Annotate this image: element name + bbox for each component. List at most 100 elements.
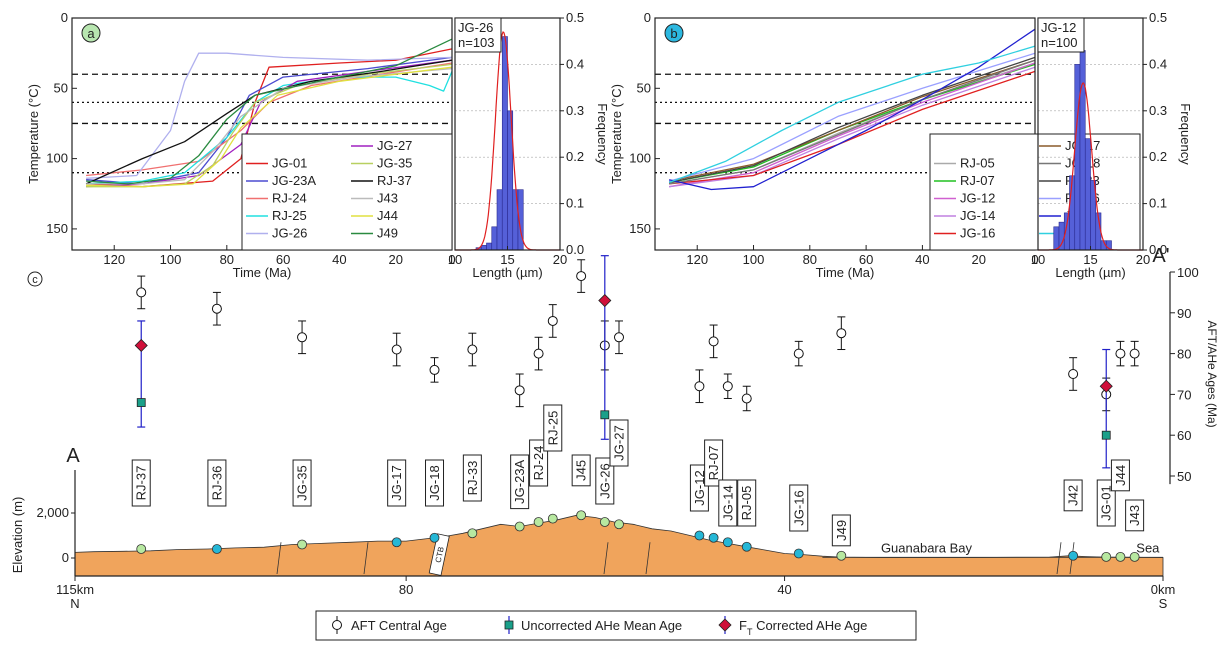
histogram-bar-13.5 [491, 226, 498, 251]
legend-ahe-cor-sub: T [747, 627, 753, 637]
age-tick-label: 100 [1177, 265, 1199, 280]
section-end-label: A' [1152, 245, 1169, 267]
sample-label: RJ-07 [706, 446, 721, 481]
sample-RJ-37: RJ-37 [131, 275, 151, 554]
hist-y-tick-label: 0.1 [566, 196, 584, 211]
histogram-bar-14 [496, 189, 503, 251]
aft-central-age-marker [793, 348, 804, 359]
sample-label-box [1110, 459, 1130, 492]
x-tick-label: 0 [448, 252, 455, 267]
sample-label: J42 [1066, 485, 1081, 506]
x-tick-label: 40 [332, 252, 346, 267]
place-label: Sea [1136, 540, 1160, 555]
sample-label: JG-17 [389, 465, 404, 500]
sample-location-marker [576, 510, 587, 521]
sample-RJ-36: RJ-36 [207, 291, 227, 554]
x-tick-label: 40 [915, 252, 929, 267]
sample-location-marker [1129, 551, 1140, 562]
corrected-ahe-marker [598, 293, 612, 308]
hist-y-tick-label: 0.5 [566, 10, 584, 25]
hist-y-axis-label: Frequency [1178, 103, 1193, 165]
hist-y-tick-label: 0.3 [1149, 103, 1167, 118]
sample-label: J44 [1113, 465, 1128, 486]
sample-location-marker [708, 532, 719, 543]
sample-location-marker [599, 517, 610, 527]
y-axis-label: Temperature (°C) [26, 84, 41, 184]
aft-central-age-marker [614, 332, 624, 343]
legend-label: RJ-25 [272, 208, 307, 223]
sample-location-marker [741, 541, 752, 552]
legend-label: RJ-24 [272, 191, 307, 206]
x-tick-label: 0km [1151, 582, 1176, 597]
ctb-label-box [428, 533, 450, 576]
sample-label-box [1125, 499, 1145, 532]
histogram-bar-14.5 [1084, 138, 1091, 251]
x-tick-label: 40 [777, 582, 791, 597]
sample-label: JG-18 [427, 465, 442, 500]
aft-central-age-marker [533, 348, 544, 359]
sample-label: JG-35 [295, 465, 310, 500]
series-line-J49 [86, 38, 453, 185]
corrected-ahe-marker [1099, 379, 1113, 393]
legend: AFT Central Age Uncorrected AHe Mean Age F… [315, 610, 917, 641]
sample-label-box [595, 457, 615, 505]
x-tick-label: 120 [103, 252, 125, 267]
sample-label: RJ-24 [531, 446, 546, 481]
sample-JG-26: JG-26 [595, 255, 615, 527]
sample-location-marker [391, 537, 402, 548]
legend-label: JG-12 [960, 191, 995, 206]
age-tick-label: 80 [1177, 347, 1191, 362]
panel-label-circle [27, 271, 43, 287]
aft-central-age-marker [136, 287, 147, 298]
y-tick-label: 150 [46, 221, 68, 236]
x-tick-label: 20 [388, 252, 402, 267]
series-line-RJ-33 [668, 56, 1036, 184]
aft-central-age-marker [467, 344, 478, 355]
sample-location-marker [212, 544, 222, 554]
hist-x-tick-label: 20 [553, 252, 567, 267]
panel-c-profile: 115km 80 40 0km N S 0 2,000 Elevation (m) A A' 50 60… [10, 245, 1219, 641]
aft-central-age-marker [1068, 369, 1079, 379]
hist-y-tick-label: 0.4 [1149, 56, 1167, 71]
direction-north: N [70, 596, 79, 611]
sample-label: JG-14 [720, 485, 735, 520]
age-axis-label: AFT/AHe Ages (Ma) [1205, 320, 1219, 427]
x-tick-label: 100 [160, 252, 182, 267]
y-axis-label: Temperature (°C) [609, 84, 624, 184]
legend-label: RJ-07 [960, 173, 995, 188]
histogram-bar-13.5 [1074, 64, 1081, 251]
y-tick-label: 100 [629, 151, 651, 166]
sample-JG-12: JG-12 [689, 369, 709, 541]
sample-label-box [292, 459, 312, 507]
hist-y-tick-label: 0.2 [1149, 149, 1167, 164]
fault-line-1 [363, 542, 369, 575]
aft-central-age-marker [514, 385, 525, 396]
sample-label-box [718, 479, 738, 527]
panel-label-circle [664, 23, 684, 43]
sample-JG-17: JG-17 [387, 332, 407, 548]
panel-b-length-histogram: 10 15 200.0 0.1 0.2 0.3 0.4 0.5 Length (µm) Frequ… [1031, 10, 1193, 280]
sample-location-marker [1068, 550, 1079, 561]
sample-RJ-05: RJ-05 [737, 385, 757, 552]
sample-label-box [529, 439, 549, 487]
sample-location-marker [722, 537, 733, 548]
x-tick-label: 100 [743, 252, 765, 267]
hist-y-tick-label: 0.0 [566, 242, 584, 257]
legend-ahe-cor-label: FT Corrected AHe Age [739, 618, 867, 637]
hist-y-tick-label: 0.5 [1149, 10, 1167, 25]
legend-label: J43 [377, 191, 398, 206]
histogram-bar-12.5 [480, 245, 487, 251]
panel-label: c [32, 274, 38, 286]
hist-y-tick-label: 0.4 [566, 56, 584, 71]
age-tick-label: 60 [1177, 428, 1191, 443]
legend-label: JG-26 [272, 226, 307, 241]
place-label: Guanabara Bay [881, 540, 973, 555]
sample-label: JG-26 [597, 463, 612, 498]
histogram-bar-14.5 [501, 36, 508, 251]
sample-J43: J43 [1125, 340, 1145, 562]
sample-label: RJ-05 [739, 486, 754, 521]
hist-y-axis-label: Frequency [595, 103, 610, 165]
sample-location-marker [1101, 551, 1112, 562]
x-tick-label: 60 [276, 252, 290, 267]
panel-label-circle [81, 23, 101, 43]
